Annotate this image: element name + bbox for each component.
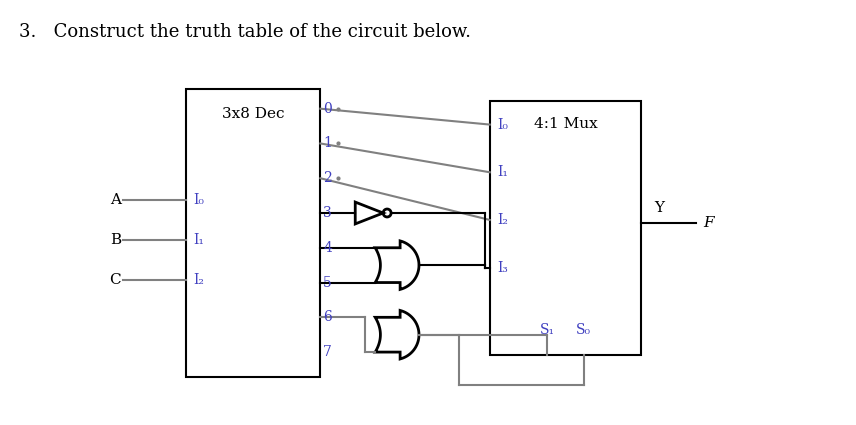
- Text: 6: 6: [324, 310, 332, 324]
- Text: I₂: I₂: [498, 213, 508, 227]
- Text: A: A: [110, 193, 121, 207]
- Text: 3: 3: [324, 206, 332, 220]
- Text: I₁: I₁: [498, 165, 508, 179]
- Text: 1: 1: [324, 136, 332, 150]
- Text: B: B: [110, 233, 121, 247]
- Text: I₃: I₃: [498, 261, 508, 275]
- Text: 3x8 Dec: 3x8 Dec: [222, 107, 284, 121]
- Text: 2: 2: [324, 171, 332, 185]
- Text: Y: Y: [654, 201, 664, 215]
- Text: 3.   Construct the truth table of the circuit below.: 3. Construct the truth table of the circ…: [20, 23, 472, 41]
- Text: C: C: [110, 272, 121, 286]
- Text: I₂: I₂: [193, 272, 205, 286]
- Bar: [186, 89, 320, 377]
- Text: I₀: I₀: [193, 193, 205, 207]
- Text: I₀: I₀: [498, 118, 508, 132]
- Text: S₁: S₁: [540, 323, 555, 337]
- Bar: [490, 101, 641, 355]
- Text: I₁: I₁: [193, 233, 205, 247]
- Text: F: F: [703, 216, 714, 230]
- Text: 0: 0: [324, 102, 332, 116]
- Text: 5: 5: [324, 275, 332, 289]
- Text: 4:1 Mux: 4:1 Mux: [533, 116, 597, 130]
- Text: 7: 7: [324, 345, 332, 359]
- Text: 4: 4: [324, 241, 332, 255]
- Text: S₀: S₀: [576, 323, 591, 337]
